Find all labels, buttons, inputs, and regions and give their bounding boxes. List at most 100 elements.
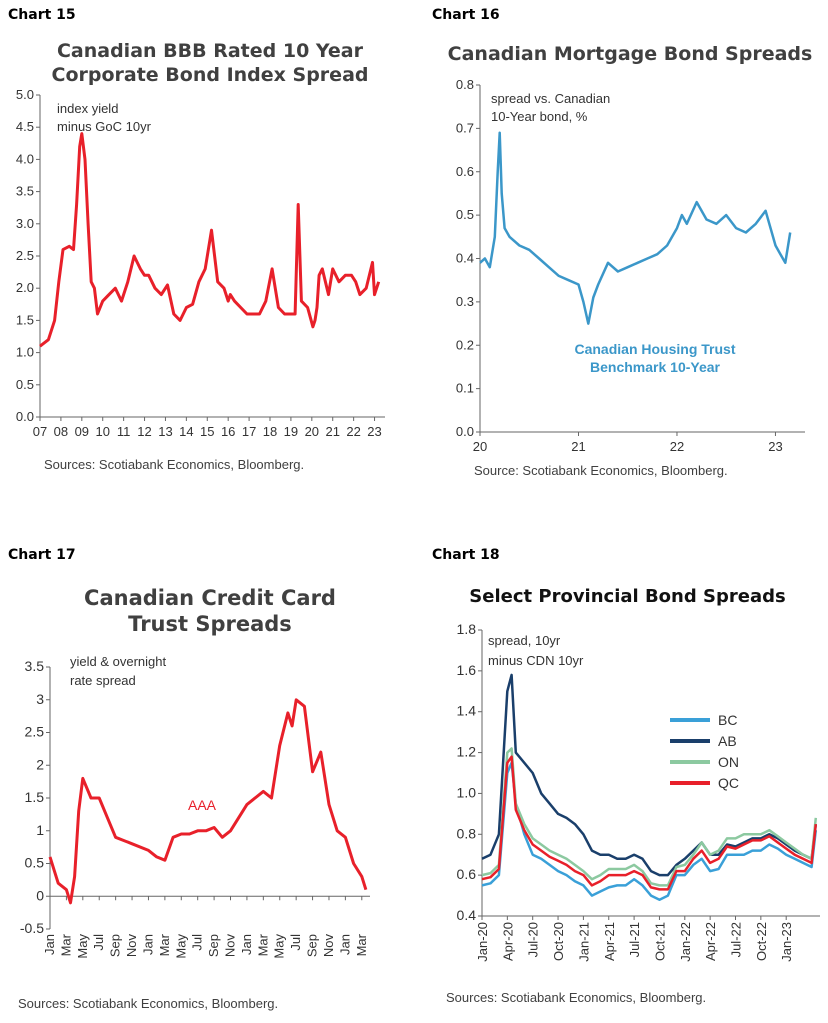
chart-16-plot: 0.0 0.1 0.2 0.3 0.4 0.5 0.6 0.7 0.8 20 21 22 23 sprea… [456, 77, 805, 454]
c15-y-tick-label: 2.5 [16, 248, 34, 263]
c15-y-tick-label: 0.5 [16, 377, 34, 392]
c16-y-tick-label: 0.5 [456, 207, 474, 222]
c18-series-line-ab [481, 673, 818, 877]
c18-y-tick-label: 0.4 [457, 907, 477, 923]
c18-x-tick-label: Jul-20 [526, 922, 541, 957]
c18-x-tick-label: Apr-20 [500, 922, 515, 961]
c17-x-tick-label: Mar [255, 933, 270, 956]
c17-x-tick-label: Mar [354, 933, 369, 956]
c17-x-tick-label: Mar [157, 933, 172, 956]
c17-series-label: AAA [188, 797, 217, 813]
c16-y-tick-label: 0.4 [456, 251, 474, 266]
c16-y-tick-label: 0.6 [456, 164, 474, 179]
chart-15-plot: 0.0 0.5 1.0 1.5 2.0 2.5 3.0 3.5 4.0 4.5 5.0 07 08 09 1… [16, 87, 385, 439]
c17-y-tick-label: 2.5 [25, 724, 45, 740]
c18-annotation-line1: spread, 10yr [488, 633, 561, 648]
c17-x-tick-label: Jan [42, 934, 57, 955]
c15-x-tick-label: 15 [200, 424, 214, 439]
chart-18-title-line1: Select Provincial Bond Spreads [469, 586, 786, 607]
c15-y-tick-label: 5.0 [16, 87, 34, 102]
chart-18-number: Chart 18 [432, 547, 500, 563]
c17-annotation-line1: yield & overnight [70, 654, 166, 669]
c15-x-tick-label: 07 [33, 424, 47, 439]
c18-x-tick-label: Oct-22 [754, 922, 769, 961]
c18-x-tick-label: Jul-21 [627, 922, 642, 957]
c15-x-tick-label: 18 [263, 424, 277, 439]
c15-annotation-line2: minus GoC 10yr [57, 119, 152, 134]
c15-x-tick-label: 14 [179, 424, 193, 439]
c17-annotation-line2: rate spread [70, 673, 136, 688]
chart-15-source: Sources: Scotiabank Economics, Bloomberg… [44, 457, 305, 472]
c18-legend-label-on: ON [718, 754, 739, 770]
c17-x-tick-label: Nov [321, 934, 336, 958]
c18-y-tick-label: 1.6 [457, 662, 477, 678]
c17-y-tick-label: 3 [36, 691, 44, 707]
c15-x-tick-label: 19 [284, 424, 298, 439]
c15-x-tick-label: 11 [117, 424, 131, 439]
chart-15-title: Canadian BBB Rated 10 Year Corporate Bon… [20, 40, 400, 88]
c18-y-tick-label: 1.2 [457, 744, 477, 760]
c17-x-tick-label: Sep [305, 934, 320, 957]
chart-15-title-line2: Corporate Bond Index Spread [51, 63, 369, 86]
chart-17-title-line1: Canadian Credit Card [84, 586, 336, 610]
c15-x-tick-label: 09 [75, 424, 89, 439]
c18-x-tick-label: Oct-20 [551, 922, 566, 961]
chart-18-plot: 0.4 0.6 0.8 1.0 1.2 1.4 1.6 1.8 Jan-20 Apr-20 Jul-… [457, 621, 820, 962]
c15-x-tick-label: 22 [346, 424, 360, 439]
c15-annotation-line1: index yield [57, 101, 118, 116]
c15-y-tick-label: 3.0 [16, 216, 34, 231]
c17-y-tick-label: -0.5 [20, 920, 44, 936]
c15-y-tick-label: 4.5 [16, 119, 34, 134]
c18-x-tick-label: Jan-20 [475, 922, 490, 962]
c18-y-tick-label: 0.8 [457, 825, 477, 841]
chart-17-number: Chart 17 [8, 547, 76, 563]
c16-y-tick-label: 0.1 [456, 381, 474, 396]
c15-x-tick-label: 12 [137, 424, 151, 439]
c17-y-tick-label: 1.5 [25, 789, 45, 805]
c17-y-tick-label: 0.5 [25, 855, 45, 871]
c18-annotation-line2: minus CDN 10yr [488, 653, 584, 668]
chart-17-source: Sources: Scotiabank Economics, Bloomberg… [18, 996, 279, 1011]
c17-y-tick-label: 3.5 [25, 658, 45, 674]
c16-y-tick-label: 0.7 [456, 120, 474, 135]
c18-y-tick-label: 1.8 [457, 621, 477, 637]
c15-x-tick-label: 21 [325, 424, 339, 439]
c17-x-tick-label: Sep [108, 934, 123, 957]
chart-16-number: Chart 16 [432, 7, 500, 23]
chart-15-title-line1: Canadian BBB Rated 10 Year [56, 40, 364, 62]
c18-x-tick-label: Jan-21 [576, 922, 591, 962]
c18-legend-label-bc: BC [718, 712, 737, 728]
c17-x-tick-label: May [75, 934, 90, 959]
c18-series-line-bc [481, 761, 818, 901]
c18-legend-label-ab: AB [718, 733, 737, 749]
c17-y-tick-label: 2 [36, 756, 44, 772]
c16-series-line [479, 131, 792, 325]
chart-17-title: Canadian Credit Card Trust Spreads [20, 585, 400, 638]
c18-x-tick-label: Apr-22 [703, 922, 718, 961]
c18-series-line-qc [481, 755, 818, 891]
chart-16-title-line1: Canadian Mortgage Bond Spreads [447, 43, 813, 65]
c15-x-tick-label: 20 [305, 424, 319, 439]
c17-y-tick-label: 1 [36, 822, 44, 838]
c17-x-tick-label: Mar [58, 933, 73, 956]
c16-y-tick-label: 0.3 [456, 294, 474, 309]
c18-x-tick-label: Jul-22 [729, 922, 744, 957]
chart-18-title: Select Provincial Bond Spreads [440, 586, 815, 609]
c18-x-tick-label: Jan-23 [779, 922, 794, 962]
c15-y-tick-label: 3.5 [16, 184, 34, 199]
c18-x-tick-label: Apr-21 [602, 922, 617, 961]
chart-16-title: Canadian Mortgage Bond Spreads [440, 43, 820, 67]
c15-y-tick-label: 2.0 [16, 280, 34, 295]
c17-series-line [48, 698, 368, 905]
c15-y-tick-label: 4.0 [16, 151, 34, 166]
c17-x-tick-label: Jan [140, 934, 155, 955]
c18-legend-label-qc: QC [718, 775, 739, 791]
c18-y-tick-label: 1.4 [457, 703, 477, 719]
c16-y-tick-label: 0.2 [456, 337, 474, 352]
c17-x-tick-label: Nov [223, 934, 238, 958]
c18-x-tick-label: Oct-21 [652, 922, 667, 961]
c18-y-tick-label: 0.6 [457, 866, 477, 882]
c18-y-tick-label: 1.0 [457, 784, 477, 800]
c17-x-tick-label: Sep [206, 934, 221, 957]
